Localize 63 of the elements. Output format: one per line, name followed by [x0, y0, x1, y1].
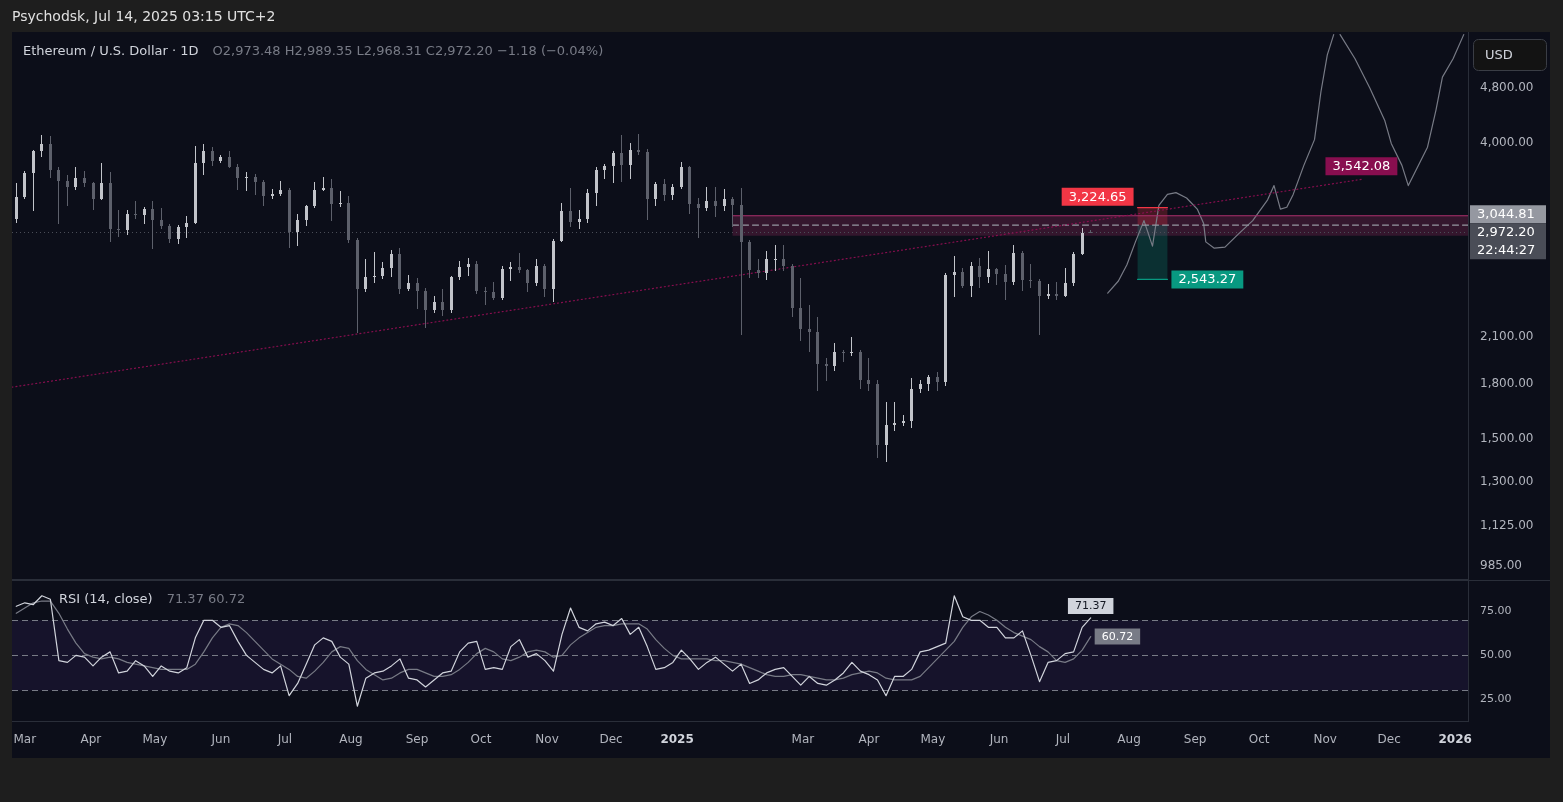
x-tick-label: Jul	[1054, 732, 1071, 747]
candlestick	[117, 210, 120, 237]
text: O2,973.48 H2,989.35 L2,968.31 C2,972.20 −1.18 (−0.04%)	[212, 43, 604, 59]
x-tick-label: Oct	[470, 732, 492, 747]
candlestick	[842, 350, 845, 362]
candlestick	[774, 245, 777, 271]
text: 71.37 60.72	[166, 591, 246, 607]
data-label: 3,044.81	[1477, 206, 1535, 222]
x-tick-label: Mar	[791, 732, 815, 747]
candlestick	[637, 134, 640, 155]
y-tick-label: 1,300.00	[1480, 474, 1534, 489]
data-label: 60.72	[1101, 629, 1134, 643]
x-tick-label: Nov	[1313, 732, 1337, 747]
candlestick	[1029, 264, 1032, 288]
y-tick-label: 25.00	[1480, 692, 1512, 706]
data-label: 71.37	[1074, 599, 1107, 613]
text: Ethereum / U.S. Dollar · 1D	[23, 43, 199, 59]
x-tick-label: Jul	[276, 732, 293, 747]
x-tick-label: Aug	[339, 732, 363, 747]
candlestick	[134, 201, 137, 219]
y-tick-label: 50.00	[1480, 648, 1512, 662]
ref-line-label: 2,972.20	[1477, 224, 1535, 240]
y-tick-label: 1,125.00	[1480, 517, 1534, 532]
x-tick-label: May	[142, 732, 168, 747]
text: Psychodsk, Jul 14, 2025 03:15 UTC+2	[12, 7, 276, 25]
y-tick-label: 1,500.00	[1480, 430, 1534, 445]
x-tick-label: Dec	[1377, 732, 1401, 747]
text: 22:44:27	[1477, 242, 1536, 258]
candlestick	[825, 358, 828, 381]
y-tick-label: 2,100.00	[1480, 329, 1534, 344]
y-tick-label: 985.00	[1480, 558, 1522, 572]
data-label: 2,543.27	[1178, 271, 1237, 287]
data-label: 3,224.65	[1068, 188, 1127, 204]
x-tick-label: Apr	[80, 732, 102, 747]
x-tick-label: Apr	[858, 732, 880, 747]
x-tick-label: 2026	[1438, 732, 1472, 747]
x-tick-label: 2025	[660, 732, 694, 747]
y-tick-label: 1,800.00	[1480, 375, 1534, 390]
x-tick-label: May	[920, 732, 946, 747]
x-tick-label: Dec	[599, 732, 623, 747]
x-tick-label: Aug	[1117, 732, 1141, 747]
y-tick-label: 4,800.00	[1480, 79, 1534, 94]
candlestick	[808, 305, 811, 352]
candlestick	[953, 256, 956, 297]
x-tick-label: Sep	[405, 732, 429, 747]
data-label: 3,542.08	[1332, 158, 1391, 174]
candlestick	[245, 172, 248, 191]
candlestick	[697, 198, 700, 238]
x-tick-label: Oct	[1248, 732, 1270, 747]
x-tick-label: Jun	[988, 732, 1009, 747]
candlestick	[850, 337, 853, 356]
candlestick	[484, 287, 487, 305]
y-tick-label: 75.00	[1480, 604, 1512, 618]
y-tick-label: 4,000.00	[1480, 134, 1534, 149]
x-tick-label: Mar	[13, 732, 37, 747]
candlestick	[373, 252, 376, 283]
text: RSI (14, close)	[59, 591, 153, 607]
x-tick-label: Jun	[210, 732, 231, 747]
x-tick-label: Nov	[535, 732, 559, 747]
candlestick	[339, 191, 342, 207]
candlestick	[893, 402, 896, 431]
y-axis-title: USD	[1485, 46, 1513, 62]
x-tick-label: Sep	[1183, 732, 1207, 747]
